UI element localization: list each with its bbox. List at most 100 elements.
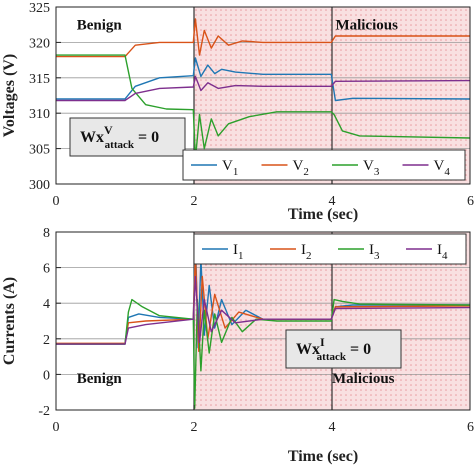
pattern-dot — [290, 89, 292, 91]
pattern-dot — [340, 24, 342, 26]
pattern-dot — [300, 109, 302, 111]
pattern-dot — [235, 274, 237, 276]
pattern-dot — [390, 19, 392, 21]
pattern-dot — [460, 44, 462, 46]
pattern-dot — [410, 9, 412, 11]
pattern-dot — [450, 279, 452, 281]
pattern-dot — [370, 139, 372, 141]
pattern-dot — [350, 289, 352, 291]
pattern-dot — [270, 104, 272, 106]
pattern-dot — [445, 14, 447, 16]
pattern-dot — [365, 89, 367, 91]
pattern-dot — [270, 44, 272, 46]
pattern-dot — [195, 69, 197, 71]
pattern-dot — [280, 34, 282, 36]
pattern-dot — [290, 299, 292, 301]
pattern-dot — [365, 269, 367, 271]
pattern-dot — [430, 284, 432, 286]
pattern-dot — [355, 44, 357, 46]
pattern-dot — [280, 294, 282, 296]
pattern-dot — [205, 24, 207, 26]
pattern-dot — [210, 379, 212, 381]
pattern-dot — [265, 29, 267, 31]
pattern-dot — [225, 359, 227, 361]
pattern-dot — [465, 14, 467, 16]
pattern-dot — [300, 284, 302, 286]
pattern-dot — [225, 29, 227, 31]
pattern-dot — [435, 109, 437, 111]
pattern-dot — [340, 369, 342, 371]
pattern-dot — [415, 284, 417, 286]
pattern-dot — [440, 359, 442, 361]
pattern-dot — [325, 79, 327, 81]
pattern-dot — [270, 279, 272, 281]
pattern-dot — [270, 64, 272, 66]
pattern-dot — [390, 39, 392, 41]
pattern-dot — [425, 144, 427, 146]
pattern-dot — [215, 354, 217, 356]
pattern-dot — [270, 119, 272, 121]
pattern-dot — [245, 144, 247, 146]
pattern-dot — [365, 274, 367, 276]
pattern-dot — [420, 134, 422, 136]
pattern-dot — [230, 389, 232, 391]
pattern-dot — [405, 394, 407, 396]
pattern-dot — [305, 389, 307, 391]
pattern-dot — [225, 404, 227, 406]
pattern-dot — [300, 14, 302, 16]
pattern-dot — [465, 264, 467, 266]
pattern-dot — [365, 384, 367, 386]
pattern-dot — [365, 84, 367, 86]
pattern-dot — [290, 399, 292, 401]
pattern-dot — [425, 69, 427, 71]
pattern-dot — [435, 54, 437, 56]
y-tick-label: 4 — [43, 297, 50, 312]
pattern-dot — [200, 14, 202, 16]
pattern-dot — [360, 309, 362, 311]
pattern-dot — [295, 9, 297, 11]
pattern-dot — [455, 324, 457, 326]
pattern-dot — [260, 64, 262, 66]
pattern-dot — [385, 404, 387, 406]
pattern-dot — [355, 319, 357, 321]
pattern-dot — [280, 314, 282, 316]
pattern-dot — [345, 24, 347, 26]
pattern-dot — [250, 354, 252, 356]
pattern-dot — [275, 79, 277, 81]
pattern-dot — [345, 74, 347, 76]
pattern-dot — [315, 9, 317, 11]
pattern-dot — [205, 384, 207, 386]
pattern-dot — [200, 59, 202, 61]
pattern-dot — [195, 64, 197, 66]
pattern-dot — [345, 94, 347, 96]
pattern-dot — [265, 104, 267, 106]
pattern-dot — [455, 334, 457, 336]
pattern-dot — [405, 344, 407, 346]
pattern-dot — [255, 109, 257, 111]
pattern-dot — [310, 69, 312, 71]
pattern-dot — [270, 99, 272, 101]
pattern-dot — [210, 284, 212, 286]
pattern-dot — [235, 79, 237, 81]
pattern-dot — [335, 29, 337, 31]
pattern-dot — [260, 94, 262, 96]
pattern-dot — [290, 379, 292, 381]
pattern-dot — [260, 144, 262, 146]
pattern-dot — [220, 64, 222, 66]
pattern-dot — [445, 284, 447, 286]
pattern-dot — [405, 399, 407, 401]
pattern-dot — [240, 399, 242, 401]
pattern-dot — [390, 404, 392, 406]
pattern-dot — [465, 179, 467, 181]
pattern-dot — [440, 284, 442, 286]
pattern-dot — [335, 294, 337, 296]
pattern-dot — [300, 59, 302, 61]
pattern-dot — [315, 144, 317, 146]
pattern-dot — [320, 29, 322, 31]
pattern-dot — [455, 264, 457, 266]
pattern-dot — [395, 399, 397, 401]
pattern-dot — [455, 94, 457, 96]
pattern-dot — [260, 104, 262, 106]
pattern-dot — [440, 104, 442, 106]
pattern-dot — [255, 139, 257, 141]
